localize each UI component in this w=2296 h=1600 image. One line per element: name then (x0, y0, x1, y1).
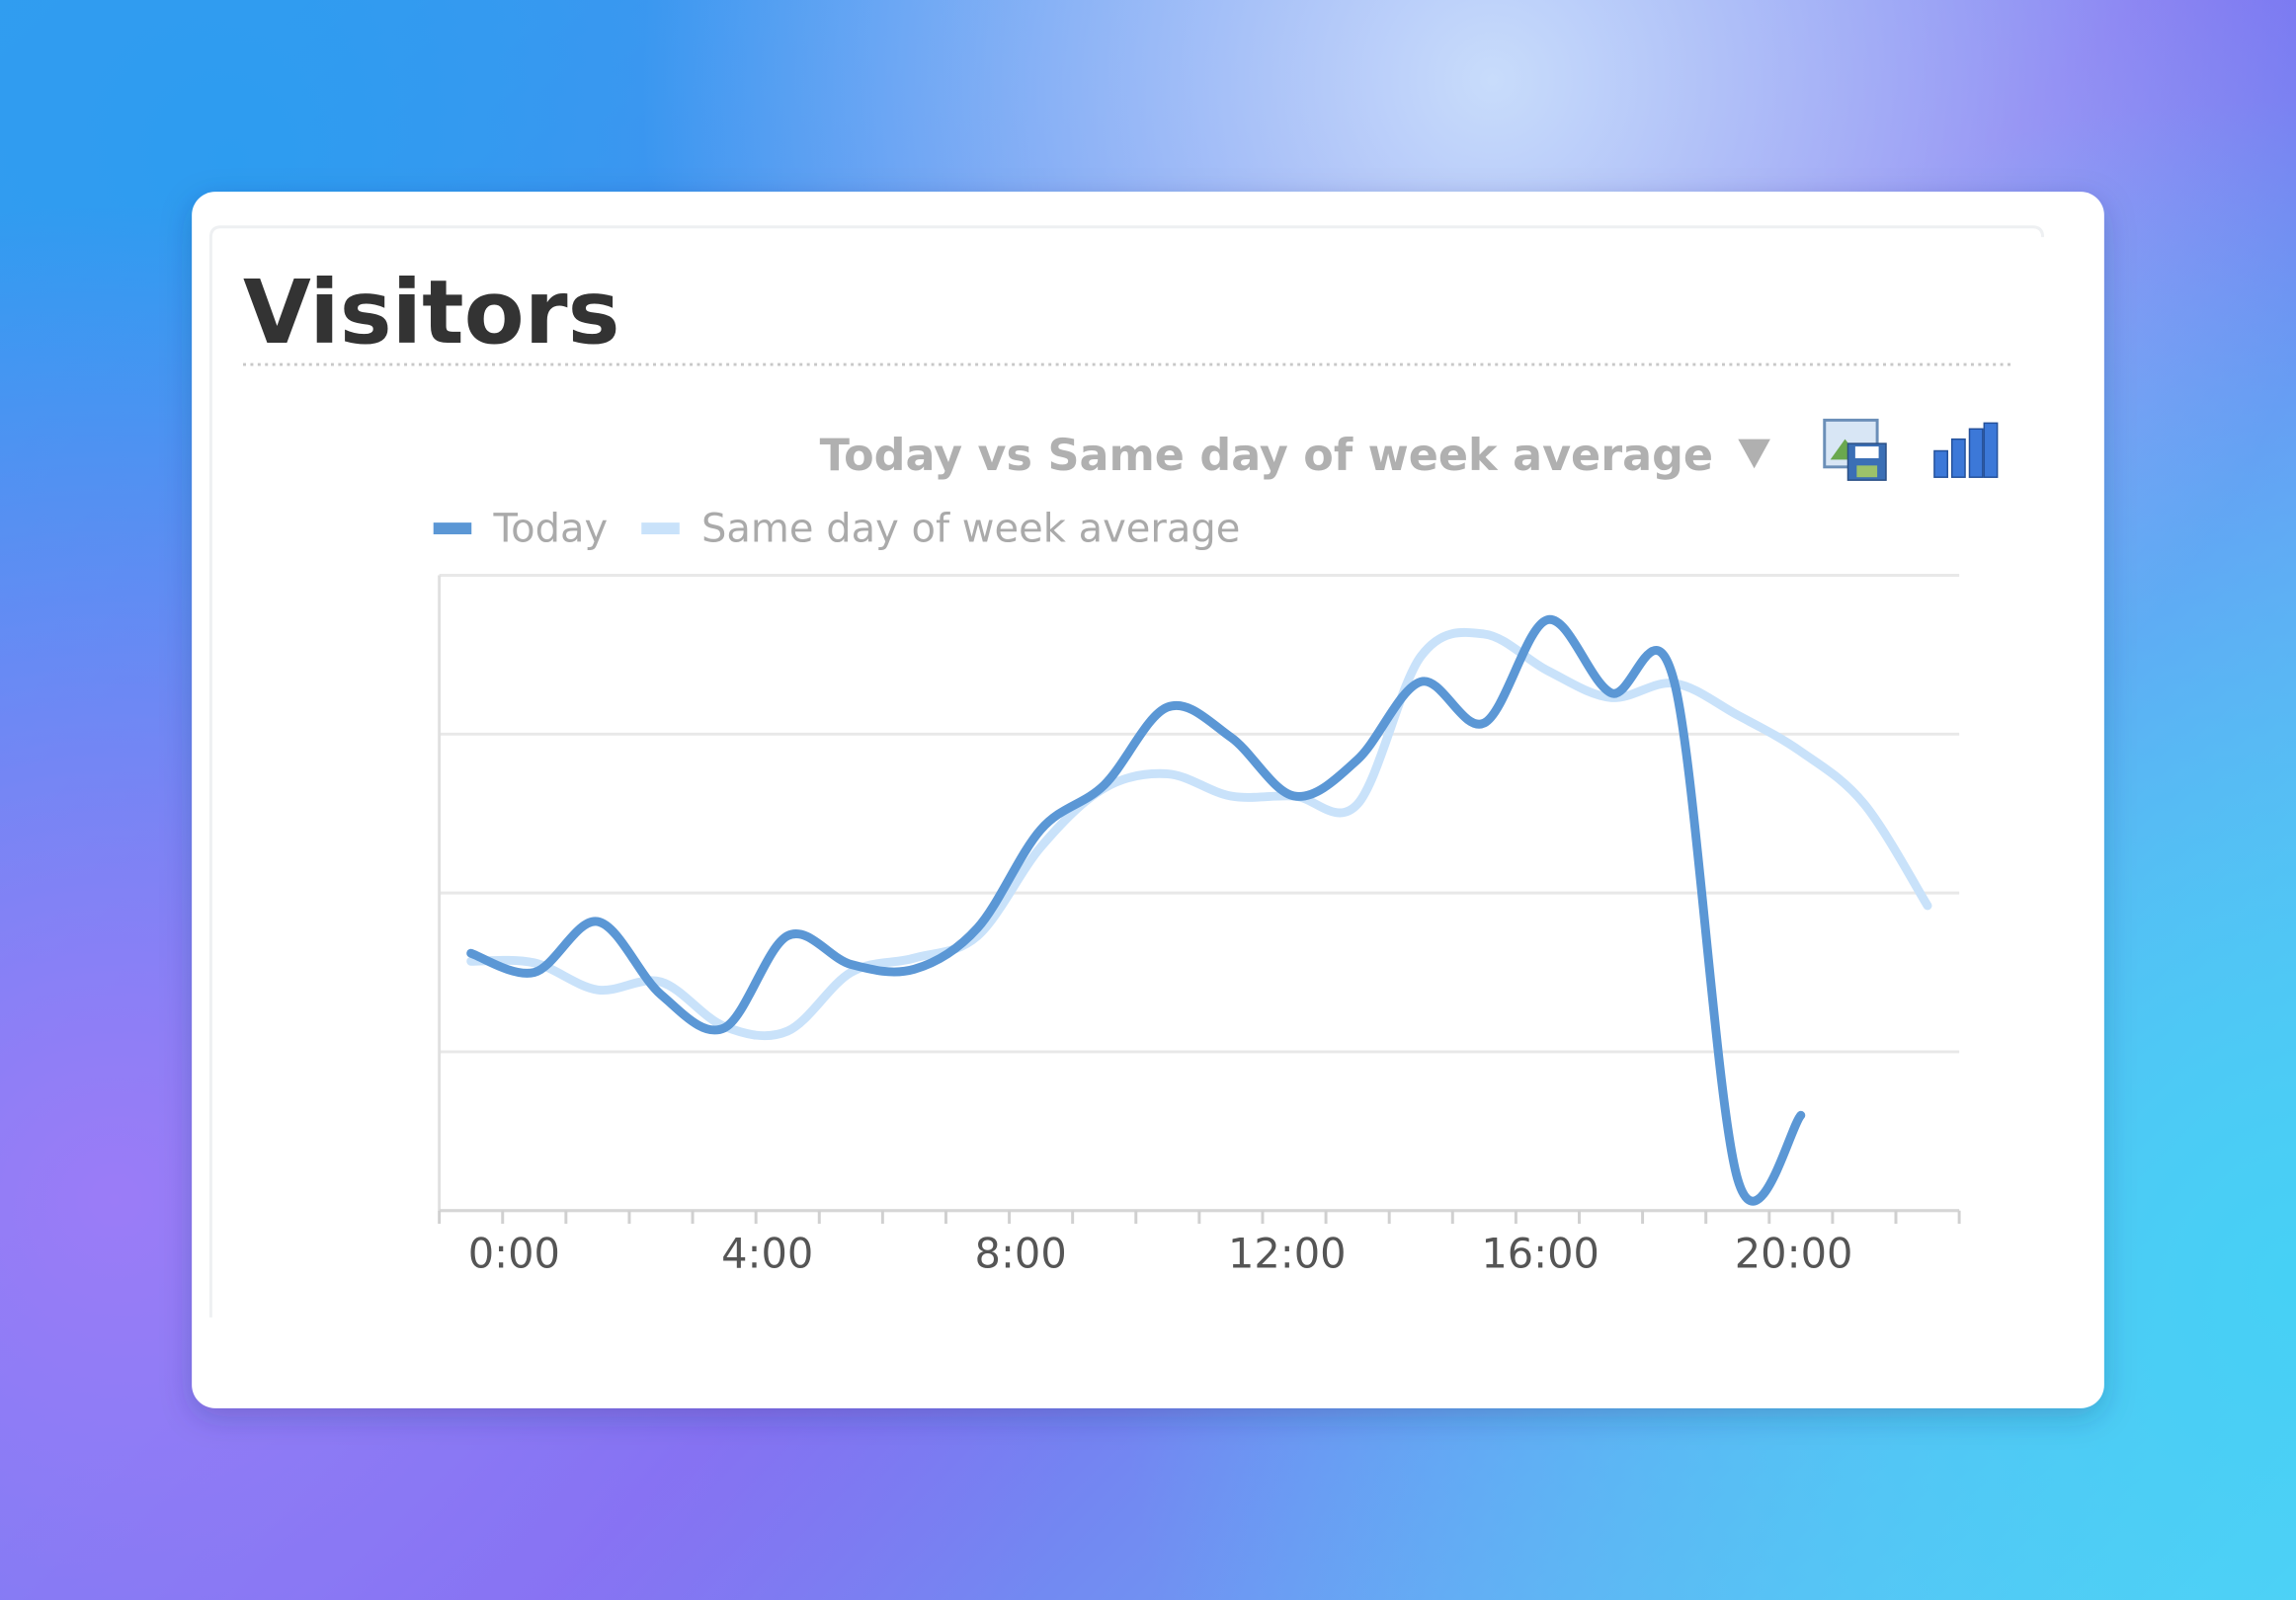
series-line (466, 615, 1806, 1206)
panel-border (208, 225, 2045, 1318)
x-tick-label: 12:00 (1228, 1230, 1347, 1278)
x-tick-label: 16:00 (1481, 1230, 1599, 1278)
dropdown-arrow[interactable] (1738, 439, 1770, 469)
plot: 0:00 4:00 8:00 12:00 16:00 20:00 Today Same day… (433, 506, 1961, 1278)
widget-title: Visitors (243, 261, 619, 363)
x-tick-label: 20:00 (1735, 1230, 1853, 1278)
chart-type-icon[interactable] (1933, 422, 1999, 478)
legend-swatch (641, 522, 680, 534)
legend-swatch (433, 522, 472, 534)
legend-label: Same day of week average (701, 506, 1240, 551)
legend-label: Today (492, 506, 608, 551)
x-tick-label: 0:00 (468, 1230, 560, 1278)
period-selector[interactable]: Today vs Same day of week average (820, 431, 1713, 481)
export-image-icon[interactable] (1823, 418, 1887, 481)
x-tick-label: 8:00 (975, 1230, 1067, 1278)
card (192, 192, 2104, 1408)
x-tick-label: 4:00 (721, 1230, 813, 1278)
